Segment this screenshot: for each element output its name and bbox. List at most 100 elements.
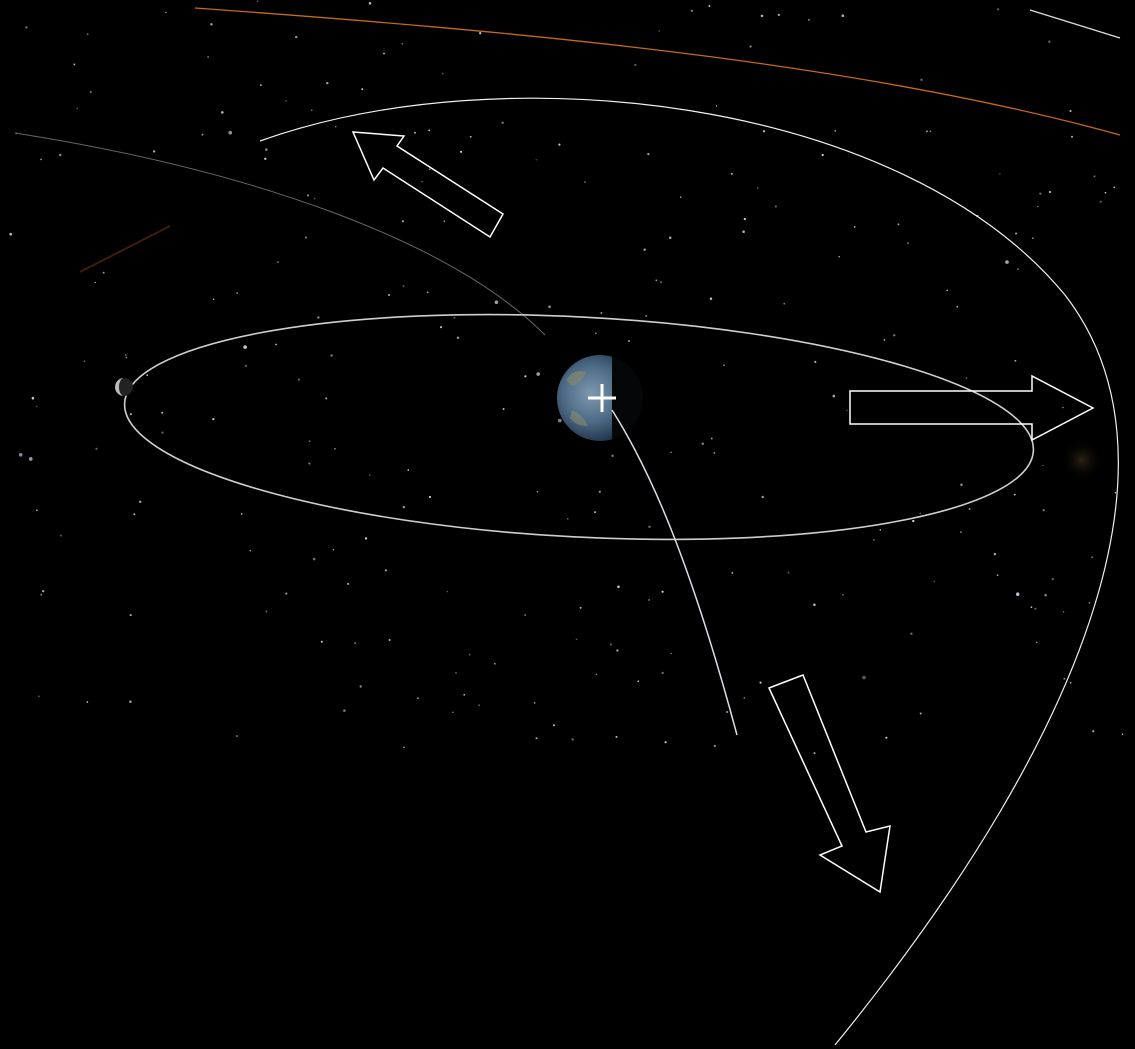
- star: [285, 100, 287, 102]
- star: [872, 538, 875, 541]
- star: [76, 107, 79, 110]
- star: [407, 469, 410, 471]
- star: [929, 130, 932, 133]
- star: [661, 590, 664, 593]
- star: [236, 735, 239, 738]
- star: [95, 447, 98, 450]
- star: [275, 343, 277, 346]
- star: [452, 711, 454, 714]
- star: [807, 18, 810, 21]
- star: [821, 153, 824, 157]
- star: [660, 281, 662, 284]
- star: [463, 693, 466, 696]
- star: [313, 197, 316, 200]
- star: [647, 152, 650, 156]
- star: [648, 599, 650, 601]
- star: [426, 291, 429, 294]
- star: [1069, 109, 1072, 113]
- star: [1070, 135, 1074, 138]
- star: [212, 298, 215, 301]
- star: [885, 736, 888, 739]
- star: [1092, 730, 1095, 733]
- star: [86, 33, 89, 35]
- star: [609, 643, 613, 646]
- star: [611, 454, 614, 457]
- star: [558, 143, 561, 146]
- star: [956, 305, 959, 308]
- star: [161, 431, 164, 434]
- star: [285, 592, 288, 595]
- star: [664, 741, 667, 744]
- star: [249, 550, 251, 552]
- star: [453, 316, 456, 319]
- star: [579, 606, 582, 609]
- star: [1088, 601, 1091, 604]
- trajectory-line: [14, 132, 546, 336]
- star: [933, 580, 936, 583]
- star: [615, 735, 618, 738]
- star: [265, 610, 268, 613]
- star: [1114, 491, 1117, 494]
- star: [708, 5, 711, 7]
- moon-orbit: [123, 313, 1035, 541]
- star: [993, 552, 997, 556]
- star: [571, 738, 574, 741]
- arrow-right: [849, 374, 1095, 442]
- star: [343, 709, 346, 712]
- star: [566, 517, 569, 520]
- star: [910, 632, 913, 635]
- star: [441, 72, 444, 75]
- star: [334, 448, 336, 450]
- star: [883, 339, 886, 341]
- star: [494, 300, 499, 305]
- star: [834, 130, 836, 132]
- star: [1104, 191, 1107, 194]
- star-field: [9, 0, 1124, 755]
- star: [1062, 406, 1064, 409]
- star: [1015, 592, 1020, 596]
- star: [29, 457, 33, 461]
- star: [762, 130, 766, 133]
- star: [1005, 260, 1009, 264]
- star: [125, 354, 127, 356]
- star: [129, 413, 132, 416]
- star: [228, 130, 232, 135]
- star: [428, 129, 431, 132]
- star: [354, 642, 356, 644]
- star: [383, 52, 385, 55]
- star: [102, 271, 105, 274]
- star: [1042, 509, 1045, 512]
- star: [710, 437, 713, 440]
- star: [308, 440, 311, 443]
- star: [1044, 593, 1047, 597]
- star: [743, 697, 746, 699]
- star: [361, 88, 364, 91]
- outer-orbit: [194, 7, 1121, 136]
- star: [1062, 610, 1065, 613]
- escape-trajectory: [259, 97, 1119, 1046]
- star: [715, 105, 718, 107]
- star: [310, 109, 313, 112]
- star: [643, 248, 646, 251]
- star: [421, 180, 423, 183]
- star: [414, 131, 416, 134]
- star: [690, 9, 693, 12]
- star: [524, 613, 527, 617]
- star: [968, 507, 971, 511]
- star: [731, 571, 734, 574]
- star: [59, 153, 62, 157]
- star: [417, 697, 419, 700]
- star: [893, 334, 896, 337]
- star: [533, 702, 536, 704]
- star: [73, 63, 76, 66]
- star: [359, 685, 362, 688]
- star: [18, 453, 23, 457]
- star: [841, 14, 845, 17]
- star: [919, 512, 921, 515]
- star: [862, 675, 866, 680]
- star: [308, 462, 311, 465]
- star: [761, 495, 764, 499]
- star: [460, 150, 463, 153]
- orbit-segment: [1029, 9, 1121, 39]
- star: [297, 378, 301, 381]
